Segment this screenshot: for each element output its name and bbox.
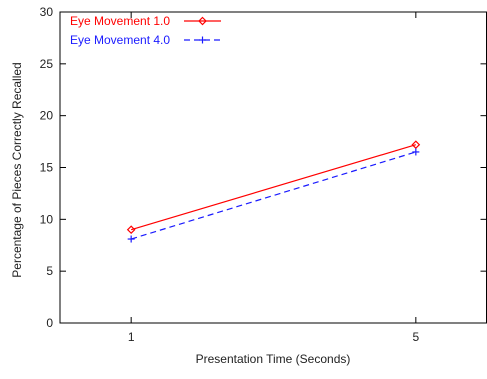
y-axis-ticks: 0 5 10 15 20 25 30 [40, 5, 487, 330]
data-point [411, 140, 421, 150]
data-point [127, 235, 135, 243]
legend-label: Eye Movement 1.0 [70, 14, 170, 28]
y-tick-label: 15 [40, 161, 54, 175]
y-tick-label: 0 [46, 316, 53, 330]
legend-marker [199, 36, 206, 44]
y-tick-label: 10 [40, 212, 54, 226]
series-lines [126, 140, 421, 243]
series-line [130, 151, 417, 240]
y-tick-label: 25 [40, 57, 54, 71]
x-tick-label: 1 [128, 330, 135, 344]
x-axis-label: Presentation Time (Seconds) [196, 352, 351, 366]
y-tick-label: 5 [46, 264, 53, 278]
legend-label: Eye Movement 4.0 [70, 33, 170, 47]
y-tick-label: 30 [40, 5, 54, 19]
legend-marker [198, 16, 207, 26]
series-1 [126, 140, 421, 235]
y-tick-label: 20 [40, 109, 54, 123]
y-axis-label: Percentage of Pieces Correctly Recalled [10, 62, 24, 277]
series-2 [127, 148, 420, 243]
plot-frame [59, 11, 487, 324]
data-point [412, 148, 420, 156]
series-line [130, 144, 417, 231]
plot-frame-border [59, 11, 487, 324]
legend: Eye Movement 1.0 Eye Movement 4.0 [70, 14, 221, 47]
data-point [126, 225, 136, 235]
x-tick-label: 5 [412, 330, 419, 344]
